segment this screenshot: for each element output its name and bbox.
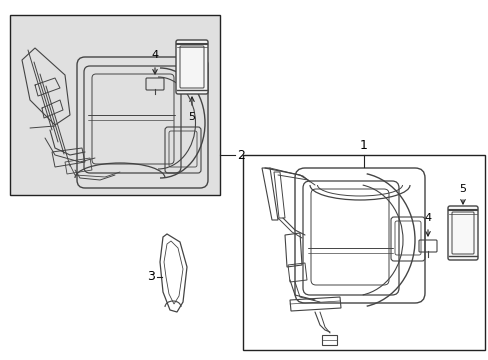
FancyBboxPatch shape bbox=[447, 206, 477, 260]
Text: 2: 2 bbox=[237, 149, 244, 162]
Text: 4: 4 bbox=[424, 213, 431, 223]
Text: 4: 4 bbox=[151, 50, 158, 60]
Text: 3: 3 bbox=[147, 270, 155, 284]
Bar bbox=[10, 15, 220, 195]
Text: 1: 1 bbox=[359, 139, 367, 152]
FancyBboxPatch shape bbox=[176, 40, 207, 94]
Text: 5: 5 bbox=[459, 184, 466, 194]
Text: 5: 5 bbox=[188, 112, 195, 122]
Bar bbox=[243, 155, 484, 350]
